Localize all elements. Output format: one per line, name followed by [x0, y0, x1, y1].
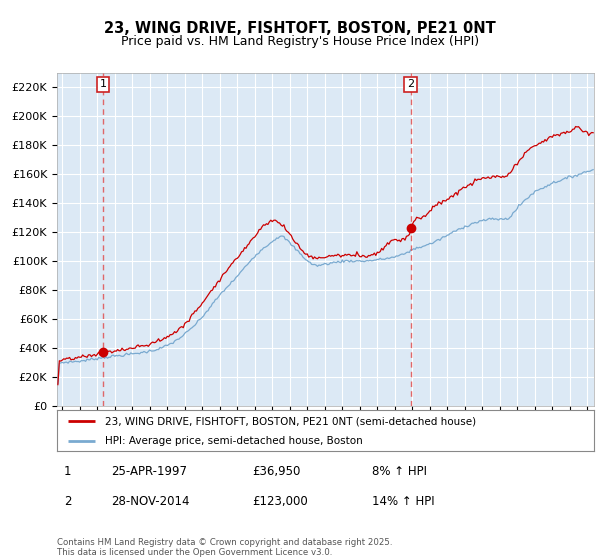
Text: 1: 1 [64, 465, 71, 478]
Text: 28-NOV-2014: 28-NOV-2014 [111, 494, 190, 508]
Text: 1: 1 [100, 80, 106, 90]
Text: Price paid vs. HM Land Registry's House Price Index (HPI): Price paid vs. HM Land Registry's House … [121, 35, 479, 48]
Text: 8% ↑ HPI: 8% ↑ HPI [372, 465, 427, 478]
Text: £36,950: £36,950 [252, 465, 301, 478]
Text: 23, WING DRIVE, FISHTOFT, BOSTON, PE21 0NT (semi-detached house): 23, WING DRIVE, FISHTOFT, BOSTON, PE21 0… [106, 417, 476, 426]
Text: Contains HM Land Registry data © Crown copyright and database right 2025.
This d: Contains HM Land Registry data © Crown c… [57, 538, 392, 557]
Text: 14% ↑ HPI: 14% ↑ HPI [372, 494, 434, 508]
Text: HPI: Average price, semi-detached house, Boston: HPI: Average price, semi-detached house,… [106, 436, 363, 446]
Text: £123,000: £123,000 [252, 494, 308, 508]
Text: 25-APR-1997: 25-APR-1997 [111, 465, 187, 478]
Text: 2: 2 [64, 494, 71, 508]
Text: 2: 2 [407, 80, 414, 90]
Text: 23, WING DRIVE, FISHTOFT, BOSTON, PE21 0NT: 23, WING DRIVE, FISHTOFT, BOSTON, PE21 0… [104, 21, 496, 36]
